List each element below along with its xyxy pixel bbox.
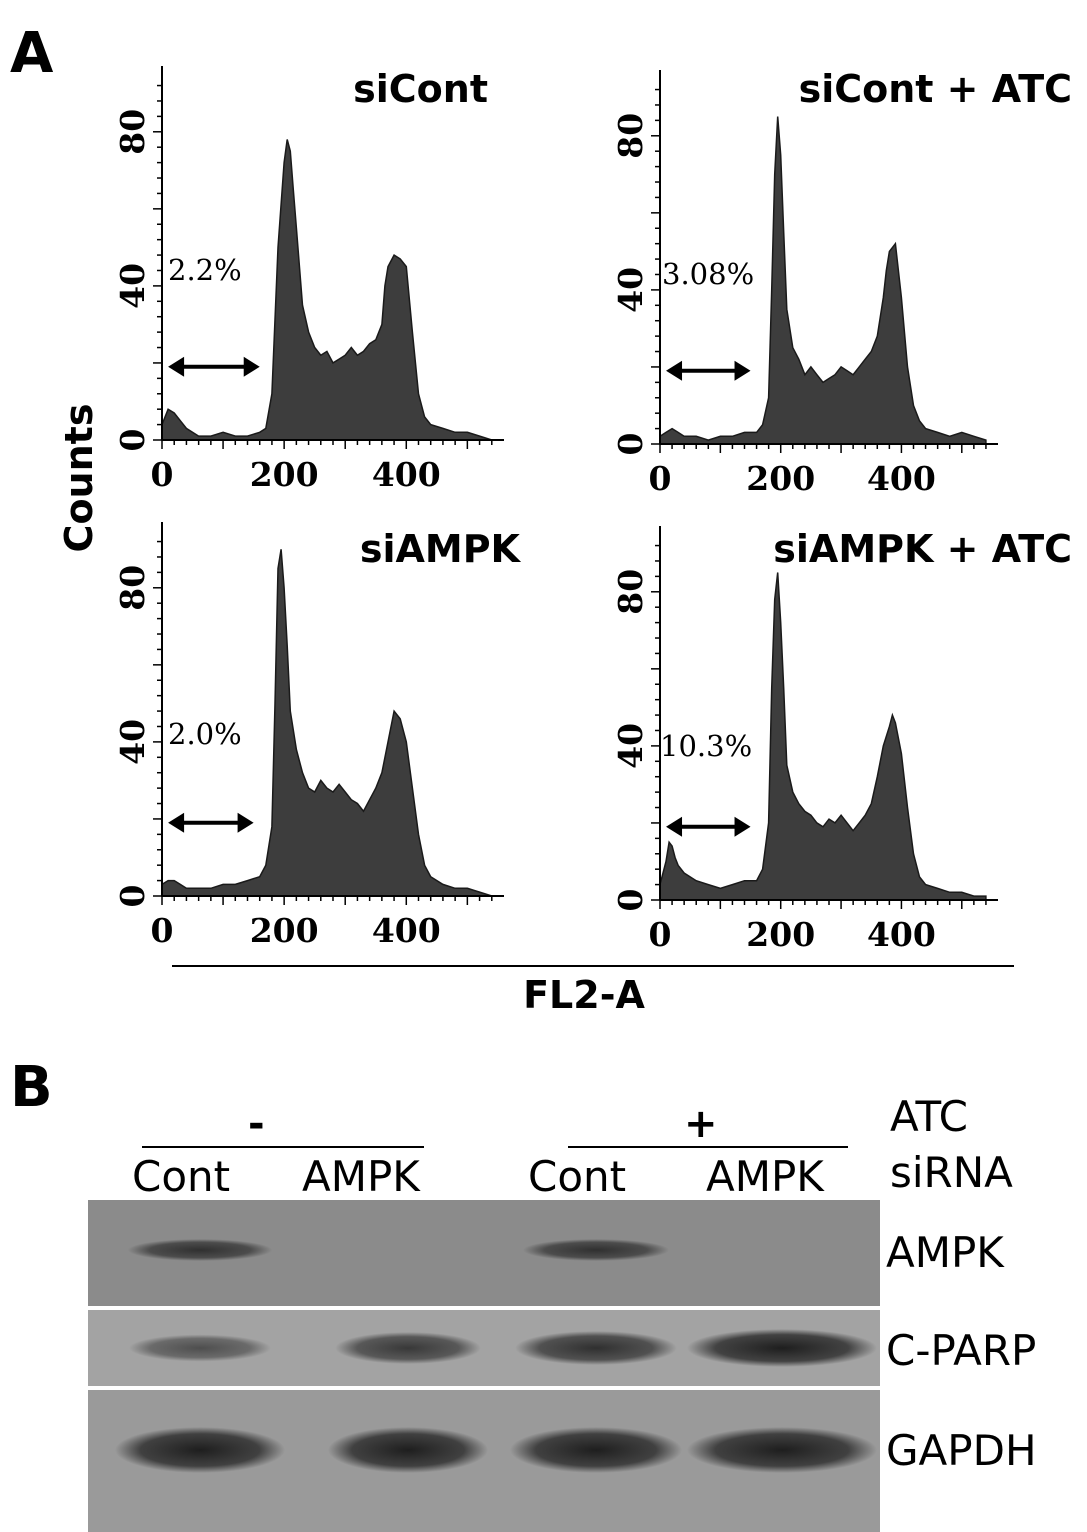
- panel-a-label: A: [10, 21, 54, 86]
- blot-ampk: [88, 1200, 880, 1306]
- y-tick-label: 80: [113, 109, 152, 155]
- blot-band: [687, 1329, 877, 1367]
- y-axis-label: Counts: [57, 404, 101, 553]
- gate-arrow-right-head: [734, 816, 751, 837]
- y-tick-label: 40: [113, 263, 152, 309]
- sub-g1-percentage: 2.2%: [168, 253, 242, 287]
- x-tick-label: 200: [746, 915, 815, 954]
- blot-band: [115, 1427, 285, 1473]
- x-axis-label: FL2-A: [523, 973, 645, 1017]
- y-tick-label: 80: [611, 569, 650, 615]
- histogram-area: [161, 549, 493, 897]
- blot-label-ampk: AMPK: [886, 1228, 1004, 1277]
- gate-arrow-left-head: [168, 812, 185, 833]
- histogram-title: siAMPK + ATC: [773, 527, 1072, 571]
- blot-c-parp: [88, 1310, 880, 1386]
- histogram-title: siAMPK: [360, 527, 522, 571]
- histogram-panel-4: 0 40 80 0 200 400 siAMPK + ATC 10.3%: [611, 526, 1072, 954]
- histogram-area: [659, 572, 987, 901]
- lane-label-2: AMPK: [302, 1152, 420, 1201]
- y-tick-label: 40: [611, 267, 650, 313]
- y-tick-label: 0: [113, 885, 152, 908]
- x-tick-label: 200: [250, 455, 319, 494]
- x-tick-label: 0: [649, 915, 672, 954]
- atc-row-label: ATC: [890, 1092, 968, 1141]
- sub-g1-percentage: 2.0%: [168, 717, 242, 751]
- y-tick-label: 80: [113, 565, 152, 611]
- blot-band: [522, 1239, 670, 1261]
- gate-arrow-right-head: [243, 356, 260, 377]
- x-tick-label: 400: [372, 455, 441, 494]
- blot-gapdh-bands: [115, 1427, 877, 1473]
- histogram-panel-1: 0 40 80 0 200 400 siCont 2.2%: [113, 66, 504, 494]
- y-tick-label: 0: [611, 433, 650, 456]
- x-tick-label: 400: [867, 459, 936, 498]
- histogram-panel-2: 0 40 80 0 200 400 siCont + ATC 3.08%: [611, 67, 1072, 498]
- blot-c-parp-bands: [129, 1329, 877, 1367]
- gate-arrow-right-head: [237, 812, 254, 833]
- y-tick-label: 0: [113, 429, 152, 452]
- sub-g1-percentage: 10.3%: [660, 729, 752, 763]
- histogram-area: [161, 139, 493, 441]
- x-tick-label: 0: [151, 911, 174, 950]
- atc-minus-sign: -: [248, 1101, 265, 1147]
- blot-band: [328, 1427, 488, 1473]
- blot-band: [335, 1332, 481, 1364]
- blot-band: [127, 1239, 273, 1261]
- gate-arrow-left-head: [666, 816, 683, 837]
- y-tick-label: 80: [611, 113, 650, 159]
- blot-band: [129, 1334, 271, 1362]
- sirna-row-label: siRNA: [890, 1148, 1013, 1197]
- histogram-title: siCont + ATC: [799, 67, 1072, 111]
- lane-label-3: Cont: [528, 1152, 627, 1201]
- x-tick-label: 200: [746, 459, 815, 498]
- atc-plus-sign: +: [684, 1101, 718, 1147]
- atc-plus-bracket: [568, 1146, 848, 1148]
- gate-arrow-left-head: [168, 356, 185, 377]
- gate-arrow-right-head: [734, 360, 751, 381]
- sub-g1-percentage: 3.08%: [662, 257, 754, 291]
- x-tick-label: 400: [867, 915, 936, 954]
- blot-band: [687, 1427, 877, 1473]
- lane-label-1: Cont: [132, 1152, 231, 1201]
- blot-band: [510, 1427, 682, 1473]
- histogram-title: siCont: [353, 67, 488, 111]
- x-tick-label: 0: [151, 455, 174, 494]
- histogram-panel-3: 0 40 80 0 200 400 siAMPK 2.0%: [113, 522, 522, 950]
- lane-label-4: AMPK: [706, 1152, 824, 1201]
- y-tick-label: 0: [611, 889, 650, 912]
- blot-gapdh: [88, 1390, 880, 1532]
- blot-band: [515, 1331, 677, 1365]
- x-tick-label: 400: [372, 911, 441, 950]
- blot-label-gapdh: GAPDH: [886, 1426, 1037, 1475]
- x-tick-label: 0: [649, 459, 672, 498]
- blot-label-c-parp: C-PARP: [886, 1326, 1037, 1375]
- y-tick-label: 40: [611, 723, 650, 769]
- histogram-area: [659, 116, 987, 445]
- blot-ampk-bands: [127, 1239, 670, 1261]
- atc-minus-bracket: [142, 1146, 424, 1148]
- y-tick-label: 40: [113, 719, 152, 765]
- x-tick-label: 200: [250, 911, 319, 950]
- panel-b-label: B: [10, 1055, 53, 1120]
- gate-arrow-left-head: [666, 360, 683, 381]
